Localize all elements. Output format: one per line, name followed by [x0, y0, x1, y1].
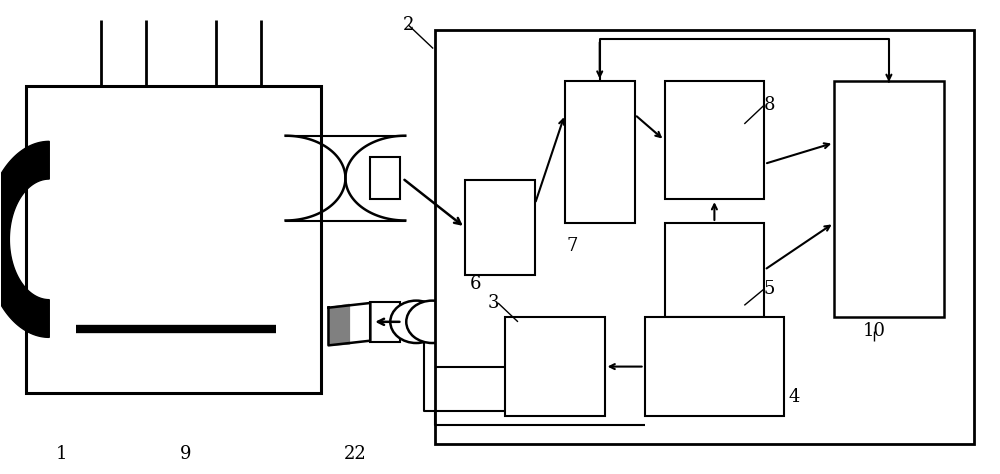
- Text: 1: 1: [55, 445, 67, 463]
- Polygon shape: [565, 82, 635, 223]
- Text: 6: 6: [469, 275, 481, 293]
- Text: 2: 2: [403, 16, 414, 34]
- Polygon shape: [465, 181, 535, 275]
- Polygon shape: [834, 82, 944, 317]
- Polygon shape: [505, 317, 605, 416]
- Ellipse shape: [406, 301, 458, 343]
- Polygon shape: [26, 86, 320, 392]
- Ellipse shape: [390, 301, 442, 343]
- Text: 7: 7: [566, 237, 577, 255]
- Polygon shape: [645, 317, 784, 416]
- Polygon shape: [370, 301, 400, 342]
- Polygon shape: [0, 141, 49, 337]
- Text: 22: 22: [344, 445, 367, 463]
- Text: 8: 8: [764, 96, 775, 114]
- Text: 5: 5: [764, 280, 775, 298]
- Polygon shape: [435, 30, 974, 444]
- Text: 9: 9: [180, 445, 192, 463]
- Text: 4: 4: [788, 388, 800, 406]
- Text: 10: 10: [862, 322, 885, 340]
- Polygon shape: [665, 82, 764, 199]
- Polygon shape: [370, 157, 400, 199]
- Polygon shape: [665, 223, 764, 317]
- Text: 3: 3: [487, 294, 499, 312]
- Polygon shape: [328, 304, 349, 346]
